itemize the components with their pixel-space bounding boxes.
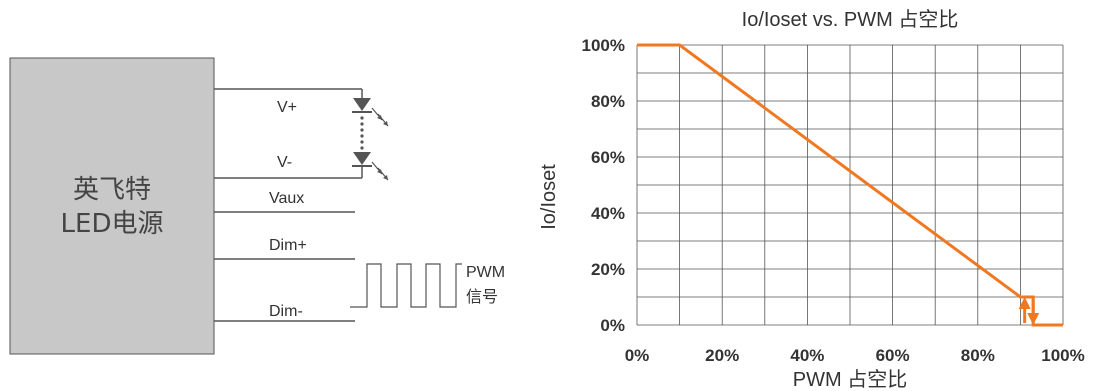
y-tick-labels: 0% 20% 40% 60% 80% 100% bbox=[582, 36, 625, 335]
wiring-diagram: 英飞特 LED电源 V+ V- Vaux Dim+ Dim- bbox=[9, 57, 505, 355]
x-tick-label: 60% bbox=[876, 346, 910, 365]
x-axis-label: PWM 占空比 bbox=[793, 368, 907, 391]
chart-grid bbox=[636, 44, 1064, 326]
led-string-dots bbox=[360, 116, 364, 150]
x-tick-label: 100% bbox=[1041, 346, 1084, 365]
x-tick-labels: 0% 20% 40% 60% 80% 100% bbox=[625, 346, 1085, 365]
led-string bbox=[352, 89, 389, 181]
y-tick-label: 0% bbox=[600, 316, 625, 335]
pwm-signal-label-line1: PWM bbox=[466, 264, 505, 281]
wire-label-vminus: V- bbox=[277, 154, 292, 171]
chart-title: Io/Ioset vs. PWM 占空比 bbox=[742, 8, 959, 31]
y-tick-label: 60% bbox=[591, 148, 625, 167]
wire-label-dimminus: Dim- bbox=[269, 303, 303, 320]
hysteresis-arrows bbox=[1018, 297, 1040, 325]
led-diode-bottom-icon bbox=[352, 152, 389, 181]
driver-model-label: LED电源 bbox=[61, 209, 164, 239]
wire-label-vplus: V+ bbox=[277, 99, 297, 116]
y-tick-label: 20% bbox=[591, 260, 625, 279]
pwm-signal-label-line2: 信号 bbox=[466, 288, 498, 306]
driver-brand-label: 英飞特 bbox=[73, 175, 151, 205]
x-tick-label: 80% bbox=[961, 346, 995, 365]
wire-label-vaux: Vaux bbox=[269, 190, 304, 207]
output-wires bbox=[214, 88, 362, 322]
y-axis-label: Io/Ioset bbox=[538, 164, 560, 230]
y-tick-label: 80% bbox=[591, 92, 625, 111]
pwm-waveform bbox=[350, 263, 462, 308]
chart: Io/Ioset vs. PWM 占空比 0%20%40%60%80%100% … bbox=[538, 8, 1085, 391]
x-tick-label: 20% bbox=[705, 346, 739, 365]
led-diode-top-icon bbox=[352, 98, 389, 127]
x-tick-label: 0% bbox=[625, 346, 650, 365]
led-driver-box bbox=[9, 57, 215, 355]
wire-label-dimplus: Dim+ bbox=[269, 237, 307, 254]
y-tick-label: 40% bbox=[591, 204, 625, 223]
y-tick-label: 100% bbox=[582, 36, 625, 55]
x-tick-label: 40% bbox=[790, 346, 824, 365]
